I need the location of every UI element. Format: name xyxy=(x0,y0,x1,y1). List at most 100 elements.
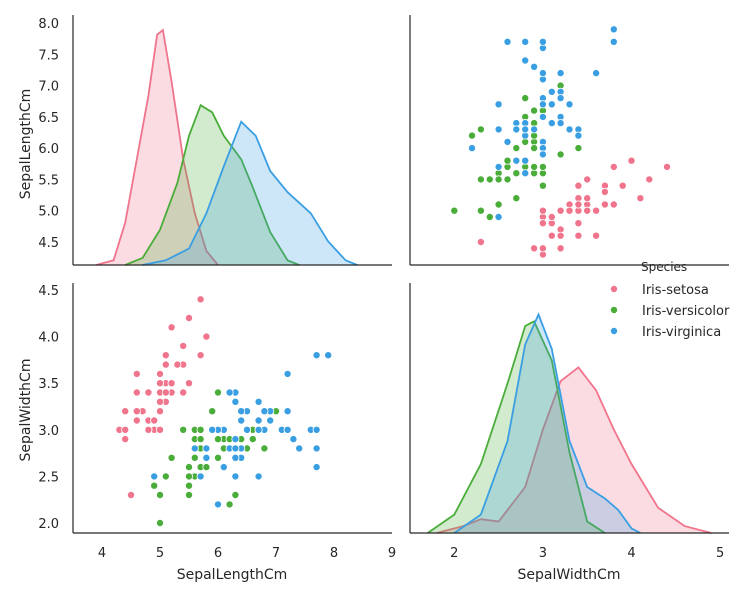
point-iris-virginica xyxy=(521,125,530,134)
point-iris-versicolor xyxy=(538,181,547,190)
point-iris-setosa xyxy=(609,200,618,209)
point-iris-virginica xyxy=(237,416,246,425)
point-iris-virginica xyxy=(547,119,556,128)
point-iris-versicolor xyxy=(184,490,193,499)
x-tick-label: 2 xyxy=(450,546,458,561)
point-iris-virginica xyxy=(467,144,476,153)
point-iris-virginica xyxy=(521,37,530,46)
y-axis-label-sepal-width: SepalWidthCm xyxy=(18,359,34,462)
point-iris-virginica xyxy=(547,100,556,109)
point-iris-versicolor xyxy=(494,200,503,209)
point-iris-virginica xyxy=(231,453,240,462)
point-iris-versicolor xyxy=(196,425,205,434)
point-iris-setosa xyxy=(547,212,556,221)
point-iris-versicolor xyxy=(530,144,539,153)
point-iris-virginica xyxy=(254,472,263,481)
point-iris-versicolor xyxy=(476,206,485,215)
point-iris-virginica xyxy=(312,351,321,360)
point-iris-setosa xyxy=(155,397,164,406)
point-iris-versicolor xyxy=(213,435,222,444)
legend: Species Iris-setosa Iris-versicolor Iris-v… xyxy=(610,260,730,340)
kde-width-fill-iris-versicolor xyxy=(427,321,605,533)
point-iris-virginica xyxy=(312,463,321,472)
y-tick-label: 5.5 xyxy=(38,173,59,188)
legend-marker-iris-virginica xyxy=(610,326,619,335)
point-iris-virginica xyxy=(231,435,240,444)
point-iris-versicolor xyxy=(150,481,159,490)
y-tick-label: 3.5 xyxy=(38,377,59,392)
point-iris-setosa xyxy=(184,313,193,322)
scatter-width-vs-length-bottom-left xyxy=(115,295,333,528)
x-tick-label: 7 xyxy=(272,546,280,561)
point-iris-setosa xyxy=(132,416,141,425)
y-tick-label: 5.0 xyxy=(38,205,59,220)
point-iris-setosa xyxy=(583,206,592,215)
point-iris-versicolor xyxy=(225,500,234,509)
point-iris-virginica xyxy=(219,463,228,472)
point-iris-virginica xyxy=(242,425,251,434)
point-iris-versicolor xyxy=(213,388,222,397)
axes-lines xyxy=(72,15,729,534)
legend-label-iris-setosa: Iris-setosa xyxy=(642,283,709,298)
point-iris-virginica xyxy=(283,425,292,434)
y-tick-label: 6.0 xyxy=(38,142,59,157)
point-iris-versicolor xyxy=(167,453,176,462)
point-iris-virginica xyxy=(538,100,547,109)
diag-kde-sepal-length xyxy=(95,28,358,266)
point-iris-setosa xyxy=(121,435,130,444)
point-iris-setosa xyxy=(155,425,164,434)
point-iris-virginica xyxy=(547,87,556,96)
y-tick-label: 8.0 xyxy=(38,17,59,32)
kde-width-line-iris-setosa xyxy=(436,366,712,534)
point-iris-setosa xyxy=(618,181,627,190)
point-iris-setosa xyxy=(556,206,565,215)
point-iris-virginica xyxy=(609,37,618,46)
point-iris-versicolor xyxy=(574,144,583,153)
point-iris-setosa xyxy=(161,351,170,360)
point-iris-virginica xyxy=(225,388,234,397)
point-iris-virginica xyxy=(503,37,512,46)
point-iris-versicolor xyxy=(476,125,485,134)
point-iris-virginica xyxy=(190,444,199,453)
point-iris-setosa xyxy=(179,388,188,397)
point-iris-setosa xyxy=(150,416,159,425)
point-iris-virginica xyxy=(324,351,333,360)
point-iris-versicolor xyxy=(512,169,521,178)
point-iris-versicolor xyxy=(260,444,269,453)
point-iris-versicolor xyxy=(161,472,170,481)
point-iris-virginica xyxy=(538,69,547,78)
point-iris-virginica xyxy=(283,407,292,416)
point-iris-versicolor xyxy=(485,212,494,221)
point-iris-virginica xyxy=(503,137,512,146)
point-iris-setosa xyxy=(161,360,170,369)
point-iris-virginica xyxy=(312,425,321,434)
point-iris-versicolor xyxy=(231,490,240,499)
y-tick-label: 4.5 xyxy=(38,236,59,251)
x-tick-label: 3 xyxy=(539,546,547,561)
point-iris-virginica xyxy=(494,125,503,134)
kde-length-line-iris-virginica xyxy=(142,120,358,266)
point-iris-virginica xyxy=(565,125,574,134)
point-iris-versicolor xyxy=(184,472,193,481)
point-iris-setosa xyxy=(600,187,609,196)
point-iris-virginica xyxy=(521,156,530,165)
point-iris-virginica xyxy=(254,425,263,434)
point-iris-setosa xyxy=(663,162,672,171)
point-iris-versicolor xyxy=(202,463,211,472)
point-iris-setosa xyxy=(609,162,618,171)
point-iris-virginica xyxy=(494,212,503,221)
scatter-width-vs-length-top-right xyxy=(450,25,672,259)
point-iris-virginica xyxy=(538,112,547,121)
kde-length-line-iris-setosa xyxy=(95,28,219,266)
x-tick-label: 4 xyxy=(627,546,635,561)
point-iris-virginica xyxy=(196,472,205,481)
point-iris-setosa xyxy=(627,156,636,165)
point-iris-virginica xyxy=(609,25,618,34)
point-iris-virginica xyxy=(202,444,211,453)
point-iris-versicolor xyxy=(450,206,459,215)
legend-marker-iris-versicolor xyxy=(610,305,619,314)
point-iris-versicolor xyxy=(494,175,503,184)
y-axis-label-sepal-length: SepalLengthCm xyxy=(18,89,34,200)
x-tick-label: 9 xyxy=(388,546,396,561)
